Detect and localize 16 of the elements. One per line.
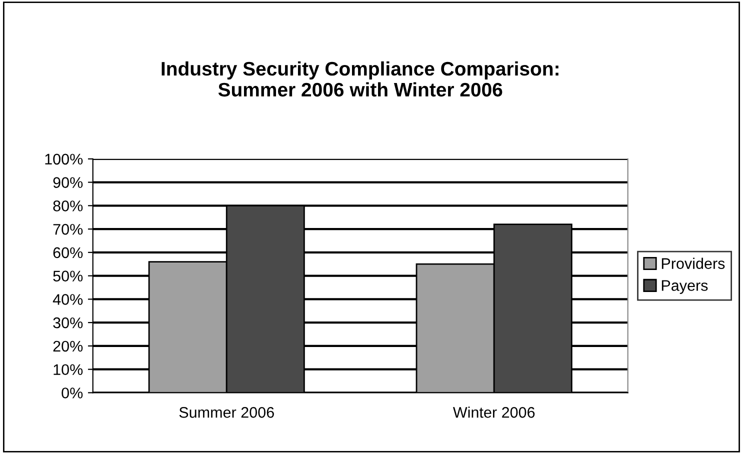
y-tick-label: 20% [53, 340, 83, 352]
y-tick-label: 70% [53, 224, 83, 235]
y-tick-label: 0% [62, 388, 83, 398]
legend-label: Payers [662, 280, 708, 294]
y-tick-label: 30% [53, 317, 83, 328]
x-tick-label: Summer 2006 [179, 407, 274, 418]
y-tick-label: 50% [53, 270, 83, 282]
y-tick-label: 60% [53, 247, 83, 258]
y-tick-label: 40% [52, 294, 83, 305]
chart-title: Industry Security Compliance Comparison: Summer 2006 with Winter 2006 [162, 61, 558, 97]
y-tick-label: 80% [53, 200, 83, 212]
y-tick-label: 10% [54, 364, 83, 376]
x-tick-label: Winter 2006 [452, 406, 535, 418]
y-tick-label: 90% [53, 177, 83, 188]
legend-label: Providers [662, 258, 725, 269]
y-tick-label: 100% [45, 154, 83, 165]
